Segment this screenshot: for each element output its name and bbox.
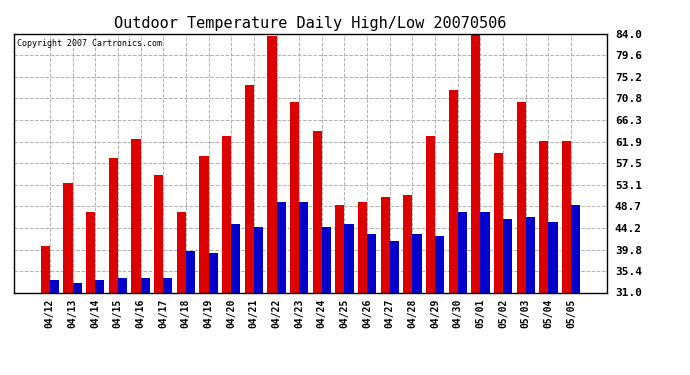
Bar (471, 34, 480, 292)
Bar (390, 241, 399, 292)
Bar (494, 153, 503, 292)
Bar (118, 278, 127, 292)
Bar (335, 205, 344, 292)
Bar (163, 278, 172, 292)
Bar (154, 176, 163, 292)
Bar (549, 222, 558, 292)
Bar (313, 131, 322, 292)
Bar (448, 90, 458, 292)
Bar (458, 212, 467, 292)
Bar (131, 139, 141, 292)
Bar (344, 224, 353, 292)
Bar (435, 236, 444, 292)
Bar (503, 219, 512, 292)
Bar (562, 141, 571, 292)
Bar (517, 102, 526, 292)
Bar (404, 195, 413, 292)
Bar (290, 102, 299, 292)
Bar (367, 234, 376, 292)
Bar (199, 156, 208, 292)
Bar (50, 280, 59, 292)
Bar (299, 202, 308, 292)
Bar (141, 278, 150, 292)
Title: Outdoor Temperature Daily High/Low 20070506: Outdoor Temperature Daily High/Low 20070… (115, 16, 506, 31)
Bar (86, 212, 95, 292)
Bar (413, 234, 422, 292)
Bar (41, 246, 50, 292)
Bar (109, 158, 118, 292)
Bar (177, 212, 186, 292)
Bar (526, 217, 535, 292)
Bar (72, 283, 81, 292)
Bar (480, 212, 490, 292)
Bar (571, 205, 580, 292)
Bar (268, 36, 277, 292)
Text: Copyright 2007 Cartronics.com: Copyright 2007 Cartronics.com (17, 39, 161, 48)
Bar (222, 136, 231, 292)
Bar (254, 226, 263, 292)
Bar (426, 136, 435, 292)
Bar (63, 183, 72, 292)
Bar (231, 224, 240, 292)
Bar (95, 280, 104, 292)
Bar (208, 254, 217, 292)
Bar (277, 202, 286, 292)
Bar (381, 197, 390, 292)
Bar (358, 202, 367, 292)
Bar (245, 85, 254, 292)
Bar (322, 226, 331, 292)
Bar (540, 141, 549, 292)
Bar (186, 251, 195, 292)
